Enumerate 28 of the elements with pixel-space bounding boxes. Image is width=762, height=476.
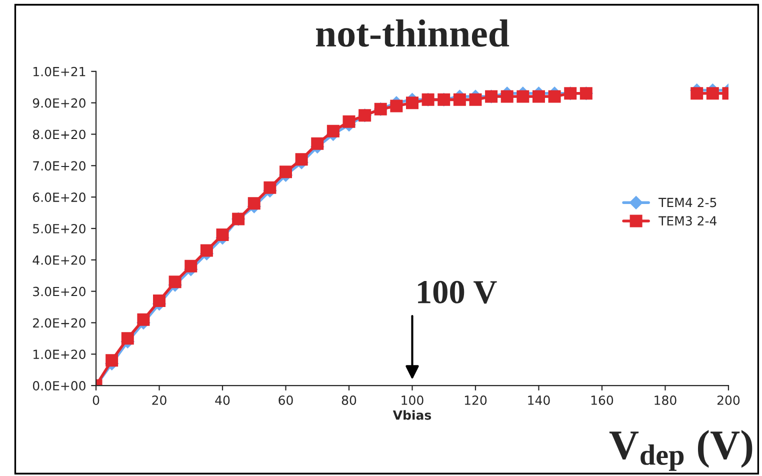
x-tick-label: 180 bbox=[654, 396, 676, 405]
y-tick-label: 3.0E+20 bbox=[33, 286, 86, 296]
x-tick-label: 160 bbox=[591, 396, 614, 405]
x-tick-label: 200 bbox=[717, 396, 740, 405]
x-axis-title: Vbias bbox=[392, 410, 432, 420]
chart-title: not-thinned bbox=[316, 19, 510, 47]
y-tick-label: 4.0E+20 bbox=[32, 255, 86, 265]
legend-label: TEM4 2-5 bbox=[658, 198, 716, 208]
x-tick-label: 120 bbox=[464, 396, 487, 405]
x-tick-label: 20 bbox=[152, 396, 166, 405]
y-tick-label: 7.0E+20 bbox=[33, 161, 86, 171]
legend-label: TEM3 2-4 bbox=[658, 216, 717, 226]
y-tick-label: 8.0E+20 bbox=[32, 130, 86, 140]
y-tick-label: 1.0E+20 bbox=[34, 350, 86, 360]
x-tick-label: 0 bbox=[92, 396, 100, 405]
y-tick-label: 6.0E+20 bbox=[33, 192, 86, 202]
y-tick-label: 5.0E+20 bbox=[33, 224, 86, 234]
x-tick-label: 40 bbox=[215, 396, 230, 405]
annotation: 100 V bbox=[418, 280, 497, 304]
y-tick-label: 9.0E+20 bbox=[32, 98, 86, 108]
x-tick-label: 140 bbox=[528, 396, 550, 405]
x-tick-label: 100 bbox=[402, 396, 424, 405]
y-tick-label: 2.0E+20 bbox=[33, 318, 86, 328]
text: V$_{dep}$ (V) bbox=[609, 430, 752, 471]
x-tick-label: 80 bbox=[342, 396, 356, 405]
y-tick-label: 1.0E+21 bbox=[34, 66, 86, 76]
x-tick-label: 60 bbox=[278, 396, 293, 405]
y-tick-label: 0.0E+00 bbox=[32, 381, 86, 390]
